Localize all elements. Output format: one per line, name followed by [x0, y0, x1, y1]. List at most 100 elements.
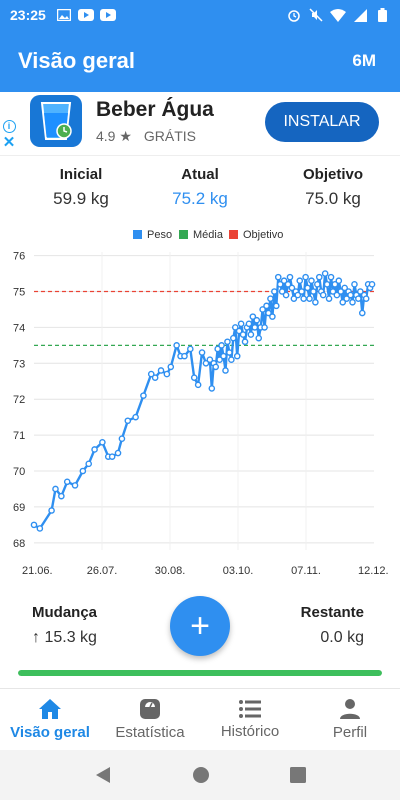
y-tick-label: 74: [13, 322, 25, 334]
weight-point: [274, 273, 282, 281]
weight-point: [357, 288, 364, 295]
stat-goal-value: 75.0 kg: [305, 189, 361, 208]
x-tick-label: 21.06.: [22, 565, 53, 577]
stat-initial-label: Inicial: [59, 166, 103, 183]
weight-chart[interactable]: Peso Média Objetivo 68 69 70 71 72 73 74 75 76 21.06…: [0, 222, 400, 582]
weight-point: [267, 295, 274, 302]
weight-point: [167, 363, 175, 371]
weight-point: [278, 288, 286, 295]
summary: Mudança ↑ 15.3 kg + Restante 0.0 kg: [0, 596, 400, 656]
weight-point: [306, 295, 313, 302]
status-time: 23:25: [10, 7, 46, 23]
ad-app-name[interactable]: Beber Água: [96, 98, 214, 121]
weight-point: [265, 309, 272, 317]
weight-point: [230, 334, 237, 342]
back-icon[interactable]: [94, 766, 112, 784]
weight-point: [249, 313, 257, 320]
weight-point: [315, 273, 323, 281]
weight-point: [319, 291, 327, 299]
weight-point: [206, 356, 214, 364]
weight-point: [151, 374, 159, 381]
stat-current-value: 75.2 kg: [172, 189, 228, 208]
x-tick-label: 03.10.: [223, 565, 254, 577]
weight-point: [241, 338, 249, 346]
stat-current: Atual 75.2 kg: [135, 166, 265, 209]
weight-point: [124, 417, 132, 425]
nav-statistics-label: Estatística: [115, 724, 185, 741]
weight-point: [220, 352, 227, 360]
add-weight-button[interactable]: +: [170, 596, 230, 656]
nav-statistics[interactable]: Estatística: [100, 689, 200, 750]
weight-point: [335, 277, 343, 285]
stat-initial-value: 59.9 kg: [53, 189, 109, 208]
recents-icon[interactable]: [290, 767, 306, 783]
weight-point: [304, 284, 311, 292]
time-range-button[interactable]: 6M: [352, 51, 376, 70]
weight-point: [233, 352, 241, 360]
weight-point: [132, 413, 139, 421]
weight-point: [198, 349, 206, 356]
weight-point: [358, 309, 366, 317]
weight-point: [71, 482, 79, 489]
nav-overview[interactable]: Visão geral: [0, 689, 100, 750]
weight-point: [282, 291, 290, 299]
x-tick-label: 07.11.: [291, 565, 321, 577]
weight-point: [187, 345, 194, 353]
weight-point: [286, 273, 294, 281]
y-tick-label: 69: [13, 502, 25, 514]
close-icon[interactable]: ✕: [2, 134, 16, 151]
stat-initial: Inicial 59.9 kg: [16, 166, 146, 209]
weight-point: [247, 331, 255, 338]
change-value: ↑ 15.3 kg: [32, 629, 97, 646]
home-icon: [39, 699, 61, 719]
chart-svg[interactable]: Peso Média Objetivo 68 69 70 71 72 73 74 75 76 21.06…: [0, 222, 400, 582]
install-button[interactable]: INSTALAR: [265, 102, 379, 142]
alarm-icon: [286, 8, 302, 22]
weight-point: [212, 363, 220, 371]
x-tick-label: 26.07.: [87, 565, 118, 577]
weight-point: [253, 316, 261, 324]
weight-point: [321, 270, 329, 277]
weight-point: [222, 367, 229, 374]
weight-point: [302, 273, 309, 281]
weight-point: [290, 295, 298, 302]
weight-point: [343, 295, 350, 302]
ad-banner[interactable]: i ✕ Beber Água 4.9 ★ GRÁTIS INSTALAR: [0, 92, 400, 156]
weight-point: [181, 352, 188, 360]
page-title: Visão geral: [18, 48, 135, 73]
weight-point: [226, 349, 233, 356]
change-stat: Mudança ↑ 15.3 kg: [32, 604, 152, 647]
weight-point: [337, 288, 345, 295]
legend-media-swatch: [179, 230, 188, 239]
weight-point: [261, 324, 268, 331]
weight-point: [218, 342, 225, 349]
ad-app-icon[interactable]: [30, 95, 82, 147]
nav-profile[interactable]: Perfil: [300, 689, 400, 750]
weight-point: [300, 295, 307, 302]
signal-icon: [352, 8, 368, 22]
ad-choices[interactable]: i ✕: [0, 120, 18, 150]
legend-objetivo-swatch: [229, 230, 238, 239]
weight-point: [263, 302, 270, 310]
x-tick-label: 30.08.: [155, 565, 186, 577]
weight-series-line: [33, 272, 374, 530]
weight-point: [276, 281, 284, 288]
weight-point: [269, 313, 276, 320]
weight-point: [333, 291, 341, 299]
system-icons: [286, 8, 390, 22]
nav-history-label: Histórico: [220, 723, 280, 740]
weight-point: [329, 288, 337, 295]
weight-point: [214, 345, 221, 353]
stat-goal: Objetivo 75.0 kg: [268, 166, 398, 209]
remaining-value: 0.0 kg: [320, 629, 364, 646]
weight-point: [245, 320, 253, 328]
weight-point: [272, 302, 280, 310]
weight-point: [362, 295, 370, 302]
notification-icons: [56, 8, 116, 22]
weight-point: [108, 453, 116, 460]
weight-point: [224, 338, 231, 346]
info-icon[interactable]: i: [2, 120, 16, 133]
home-circle-icon[interactable]: [192, 766, 210, 784]
nav-history[interactable]: Histórico: [200, 689, 300, 750]
weight-point: [259, 306, 266, 313]
